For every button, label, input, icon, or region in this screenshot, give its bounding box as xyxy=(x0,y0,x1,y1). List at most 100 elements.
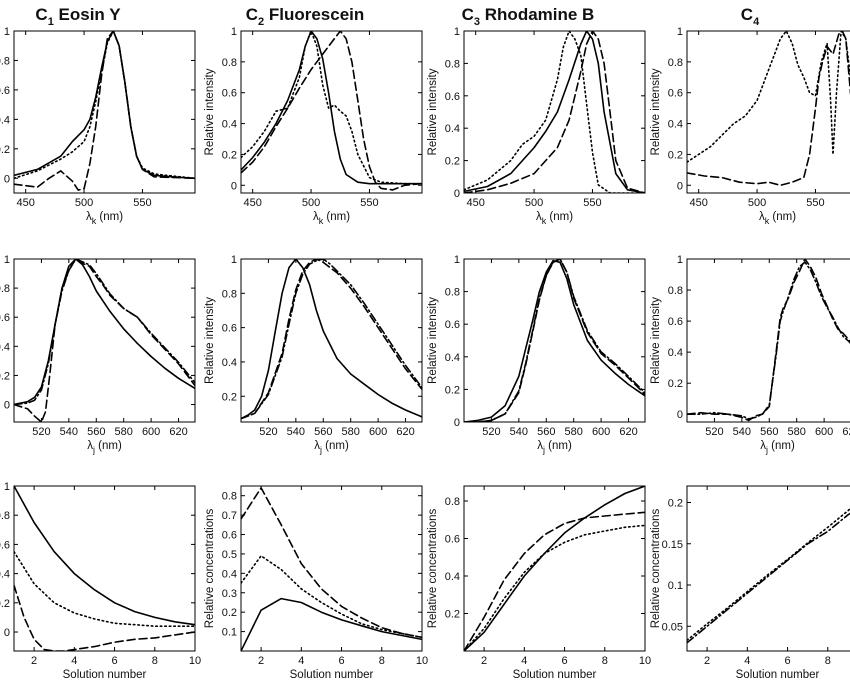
y-tick-label: 0.8 xyxy=(445,58,460,70)
y-tick-label: 0.6 xyxy=(0,312,10,324)
x-axis-label: λj (nm) xyxy=(87,440,122,455)
x-label-symbol: λ xyxy=(759,211,765,223)
x-tick-label: 8 xyxy=(152,655,158,667)
y-tick-label: 0.6 xyxy=(445,319,460,331)
y-tick-label: 0 xyxy=(4,627,10,639)
y-tick-label: 0.6 xyxy=(222,530,237,542)
y-tick-label: 0.6 xyxy=(668,316,683,328)
y-tick-label: 1 xyxy=(231,254,237,266)
x-tick-label: 2 xyxy=(31,655,37,667)
y-axis-label: Relative intensity xyxy=(650,68,662,155)
x-label-subscript: k xyxy=(92,216,97,226)
series-dashed-0 xyxy=(687,259,850,422)
x-label-subscript: j xyxy=(92,445,95,455)
axes-frame xyxy=(13,30,196,194)
x-axis-label: λj (nm) xyxy=(537,440,572,455)
y-tick-label: 0.4 xyxy=(445,352,460,364)
x-axis-label: λk (nm) xyxy=(313,211,350,226)
x-tick-label: 520 xyxy=(32,426,50,438)
y-tick-label: 0.4 xyxy=(0,569,10,581)
x-tick-label: 4 xyxy=(298,655,304,667)
x-label-unit: (nm) xyxy=(546,211,573,223)
x-tick-label: 620 xyxy=(169,426,187,438)
axes-frame xyxy=(686,485,850,652)
x-tick-label: 8 xyxy=(825,655,831,667)
x-tick-label: 8 xyxy=(602,655,608,667)
series-solid-0 xyxy=(464,31,645,193)
series-solid-0 xyxy=(241,259,422,420)
axes-frame xyxy=(240,30,423,194)
y-tick-label: 0 xyxy=(677,180,683,192)
x-tick-label: 540 xyxy=(60,426,78,438)
panel-r0-c3: 450 500 550 0 0.2 0.4 0.6 0.8 1 λk (nm) Relative i… xyxy=(650,26,850,226)
x-tick-label: 450 xyxy=(689,197,707,209)
x-axis-label: λk (nm) xyxy=(536,211,573,226)
column-title-4: C4 xyxy=(741,5,760,28)
panel-r1-c2: 520 540 560 580 600 620 0 0.2 0.4 0.6 0.8 1 λj (nm) R… xyxy=(427,254,646,455)
y-tick-label: 0.6 xyxy=(668,88,683,100)
x-tick-label: 550 xyxy=(583,197,601,209)
x-tick-label: 580 xyxy=(342,426,360,438)
x-tick-label: 10 xyxy=(189,655,201,667)
series-solid-0 xyxy=(241,31,422,185)
x-tick-label: 580 xyxy=(565,426,583,438)
x-axis-label: λj (nm) xyxy=(760,440,795,455)
series-dashed-1 xyxy=(464,511,645,651)
x-tick-label: 6 xyxy=(561,655,567,667)
x-tick-label: 560 xyxy=(87,426,105,438)
x-label-unit: (nm) xyxy=(96,211,123,223)
y-tick-label: 0.4 xyxy=(222,357,237,369)
series-dotted-2 xyxy=(14,31,195,180)
y-tick-label: 0.8 xyxy=(222,491,237,503)
axes-frame xyxy=(686,30,850,194)
y-tick-label: 0.15 xyxy=(662,539,683,551)
series-dotted-1 xyxy=(687,31,850,163)
y-axis-label: Relative concentrations xyxy=(650,508,662,628)
x-tick-label: 6 xyxy=(111,655,117,667)
y-tick-label: 0.8 xyxy=(668,285,683,297)
y-tick-label: 0.2 xyxy=(0,144,10,156)
y-tick-label: 0.2 xyxy=(222,391,237,403)
x-tick-label: 540 xyxy=(733,426,751,438)
series-solid-0 xyxy=(241,597,422,651)
y-tick-label: 0.8 xyxy=(445,496,460,508)
y-tick-label: 0.8 xyxy=(222,57,237,69)
x-tick-label: 10 xyxy=(416,655,428,667)
series-dashed-1 xyxy=(14,584,195,651)
x-axis-label: λk (nm) xyxy=(86,211,123,226)
x-label-symbol: λ xyxy=(86,211,92,223)
x-axis-label: Solution number xyxy=(513,669,597,681)
y-tick-label: 0.6 xyxy=(0,539,10,551)
y-tick-label: 0.8 xyxy=(668,57,683,69)
x-label-symbol: λ xyxy=(536,211,542,223)
y-tick-label: 0.8 xyxy=(0,283,10,295)
y-tick-label: 0.4 xyxy=(668,119,683,131)
y-tick-label: 1 xyxy=(677,26,683,38)
series-dash-dot-1 xyxy=(687,261,850,420)
panel-r2-c1: 2 4 6 8 10 0.1 0.2 0.3 0.4 0.5 0.6 0.7 0.8 Solution n… xyxy=(204,485,428,681)
y-tick-label: 0.8 xyxy=(445,287,460,299)
panel-r2-c2: 2 4 6 8 10 0.2 0.4 0.6 0.8 Solution number Relativ… xyxy=(427,485,651,681)
x-tick-label: 540 xyxy=(510,426,528,438)
x-tick-label: 2 xyxy=(481,655,487,667)
x-label-unit: (nm) xyxy=(545,440,572,452)
axes-frame xyxy=(463,485,646,652)
x-label-symbol: λ xyxy=(537,440,543,452)
series-dash-dot-2 xyxy=(241,259,422,420)
y-tick-label: 0.2 xyxy=(445,609,460,621)
x-label-unit: (nm) xyxy=(768,440,795,452)
x-label-subscript: k xyxy=(765,216,770,226)
series-dotted-2 xyxy=(241,31,422,185)
panel-r0-c1: 450 500 550 0 0.2 0.4 0.6 0.8 1 λk (nm) Relative i… xyxy=(204,26,423,226)
x-tick-label: 580 xyxy=(788,426,806,438)
x-tick-label: 450 xyxy=(243,197,261,209)
y-tick-label: 0.4 xyxy=(222,568,237,580)
y-tick-label: 0.6 xyxy=(445,534,460,546)
x-label-subscript: j xyxy=(765,445,768,455)
y-tick-label: 0.05 xyxy=(662,621,683,633)
y-tick-label: 0.3 xyxy=(222,588,237,600)
x-tick-label: 550 xyxy=(806,197,824,209)
x-label-unit: (nm) xyxy=(323,211,350,223)
